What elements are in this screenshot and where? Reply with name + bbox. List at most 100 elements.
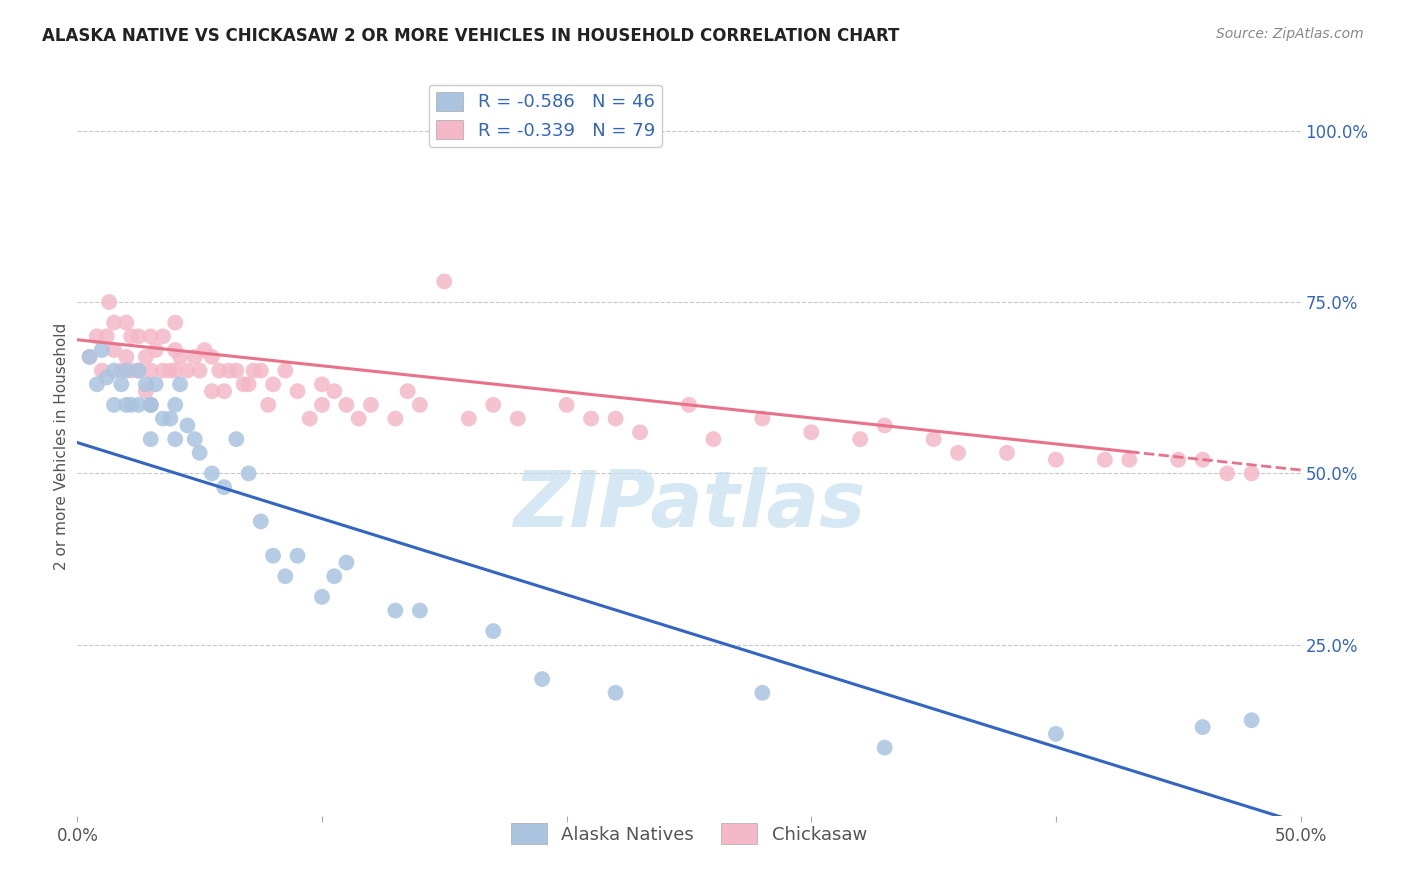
Point xyxy=(201,350,224,364)
Point xyxy=(115,350,138,364)
Point xyxy=(482,398,505,412)
Point xyxy=(145,343,167,357)
Point xyxy=(193,343,215,357)
Point xyxy=(225,432,247,446)
Point xyxy=(702,432,724,446)
Point xyxy=(323,569,346,583)
Point xyxy=(127,363,149,377)
Point xyxy=(103,316,125,330)
Point xyxy=(96,329,118,343)
Point xyxy=(238,467,260,481)
Point xyxy=(323,384,346,399)
Point xyxy=(751,686,773,700)
Point xyxy=(555,398,578,412)
Point xyxy=(139,329,162,343)
Point xyxy=(800,425,823,440)
Point xyxy=(262,549,284,563)
Point xyxy=(127,329,149,343)
Point xyxy=(188,363,211,377)
Point xyxy=(90,343,112,357)
Point xyxy=(212,384,235,399)
Point xyxy=(605,686,627,700)
Point xyxy=(311,398,333,412)
Point xyxy=(120,398,142,412)
Point xyxy=(579,411,602,425)
Point xyxy=(287,384,309,399)
Text: ALASKA NATIVE VS CHICKASAW 2 OR MORE VEHICLES IN HOUSEHOLD CORRELATION CHART: ALASKA NATIVE VS CHICKASAW 2 OR MORE VEH… xyxy=(42,27,900,45)
Point xyxy=(135,384,157,399)
Point xyxy=(176,363,198,377)
Point xyxy=(86,329,108,343)
Point xyxy=(1118,452,1140,467)
Point xyxy=(201,467,224,481)
Point xyxy=(212,480,235,494)
Point xyxy=(176,418,198,433)
Point xyxy=(152,329,174,343)
Point xyxy=(159,411,181,425)
Point xyxy=(120,363,142,377)
Point xyxy=(139,363,162,377)
Point xyxy=(531,672,554,686)
Point xyxy=(311,377,333,392)
Point xyxy=(384,411,406,425)
Point xyxy=(257,398,280,412)
Point xyxy=(1191,452,1213,467)
Point xyxy=(396,384,419,399)
Point xyxy=(110,363,132,377)
Point xyxy=(115,398,138,412)
Point xyxy=(120,329,142,343)
Point xyxy=(127,398,149,412)
Point xyxy=(79,350,101,364)
Point xyxy=(165,343,187,357)
Point xyxy=(409,398,432,412)
Point xyxy=(208,363,231,377)
Point xyxy=(184,350,207,364)
Point xyxy=(139,398,162,412)
Point xyxy=(250,363,273,377)
Point xyxy=(232,377,254,392)
Point xyxy=(995,446,1018,460)
Point xyxy=(946,446,969,460)
Point xyxy=(184,432,207,446)
Point xyxy=(1191,720,1213,734)
Point xyxy=(188,446,211,460)
Point xyxy=(145,377,167,392)
Point xyxy=(409,603,432,617)
Point xyxy=(1240,713,1263,727)
Point xyxy=(1045,452,1067,467)
Legend: Alaska Natives, Chickasaw: Alaska Natives, Chickasaw xyxy=(503,816,875,852)
Point xyxy=(225,363,247,377)
Point xyxy=(873,418,896,433)
Point xyxy=(335,398,357,412)
Point xyxy=(250,515,273,529)
Point xyxy=(605,411,627,425)
Point xyxy=(165,316,187,330)
Point xyxy=(139,432,162,446)
Text: ZIPatlas: ZIPatlas xyxy=(513,467,865,543)
Point xyxy=(169,377,191,392)
Point xyxy=(152,363,174,377)
Point xyxy=(218,363,240,377)
Point xyxy=(1045,727,1067,741)
Point xyxy=(335,556,357,570)
Point xyxy=(678,398,700,412)
Point xyxy=(103,343,125,357)
Point xyxy=(103,363,125,377)
Point xyxy=(1167,452,1189,467)
Point xyxy=(1216,467,1239,481)
Point xyxy=(287,549,309,563)
Point xyxy=(159,363,181,377)
Point xyxy=(86,377,108,392)
Point xyxy=(165,432,187,446)
Point xyxy=(242,363,264,377)
Point xyxy=(457,411,479,425)
Point xyxy=(274,569,297,583)
Point xyxy=(115,316,138,330)
Point xyxy=(127,363,149,377)
Point xyxy=(298,411,321,425)
Point xyxy=(360,398,382,412)
Point xyxy=(152,411,174,425)
Point xyxy=(201,384,224,399)
Point xyxy=(262,377,284,392)
Point xyxy=(384,603,406,617)
